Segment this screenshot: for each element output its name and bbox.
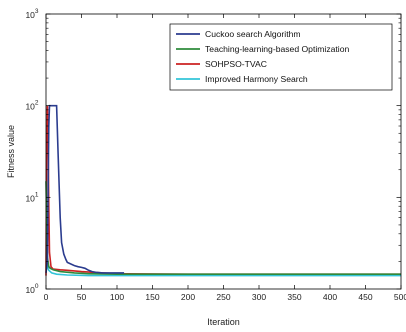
x-tick-label: 350: [287, 292, 301, 302]
y-tick-label: 101: [25, 191, 38, 203]
axis-ticks: [45, 13, 402, 290]
legend-label: Improved Harmony Search: [205, 74, 308, 84]
x-axis-label: Iteration: [207, 317, 240, 327]
x-tick-label: 300: [252, 292, 266, 302]
legend-box: [169, 23, 393, 91]
x-tick-label: 0: [44, 292, 49, 302]
x-tick-labels: 0 50 100 150 200 250 300 350 400 450 500: [44, 292, 406, 302]
series-line-3: [45, 105, 401, 276]
series-lines: [45, 104, 401, 277]
legend: Cuckoo search Algorithm Teaching-learning…: [169, 23, 393, 91]
y-tick-label: 103: [25, 8, 38, 20]
legend-label: Teaching-learning-based Optimization: [205, 44, 349, 54]
x-tick-label: 200: [181, 292, 195, 302]
series-line-4: [45, 261, 401, 277]
legend-label: Cuckoo search Algorithm: [205, 29, 301, 39]
y-tick-label: 102: [25, 100, 38, 112]
y-tick-label: 100: [25, 283, 38, 295]
x-tick-label: 450: [358, 292, 372, 302]
x-tick-label: 50: [77, 292, 87, 302]
x-tick-label: 500: [394, 292, 406, 302]
series-line-2: [45, 181, 401, 276]
x-tick-label: 150: [145, 292, 159, 302]
series-line-1: [45, 104, 125, 274]
x-tick-label: 250: [216, 292, 230, 302]
x-tick-label: 400: [323, 292, 337, 302]
legend-label: SOHPSO-TVAC: [205, 59, 267, 69]
y-tick-labels: 100 101 102 103: [25, 8, 38, 295]
y-axis-label: Fitness value: [6, 125, 16, 178]
x-tick-label: 100: [110, 292, 124, 302]
